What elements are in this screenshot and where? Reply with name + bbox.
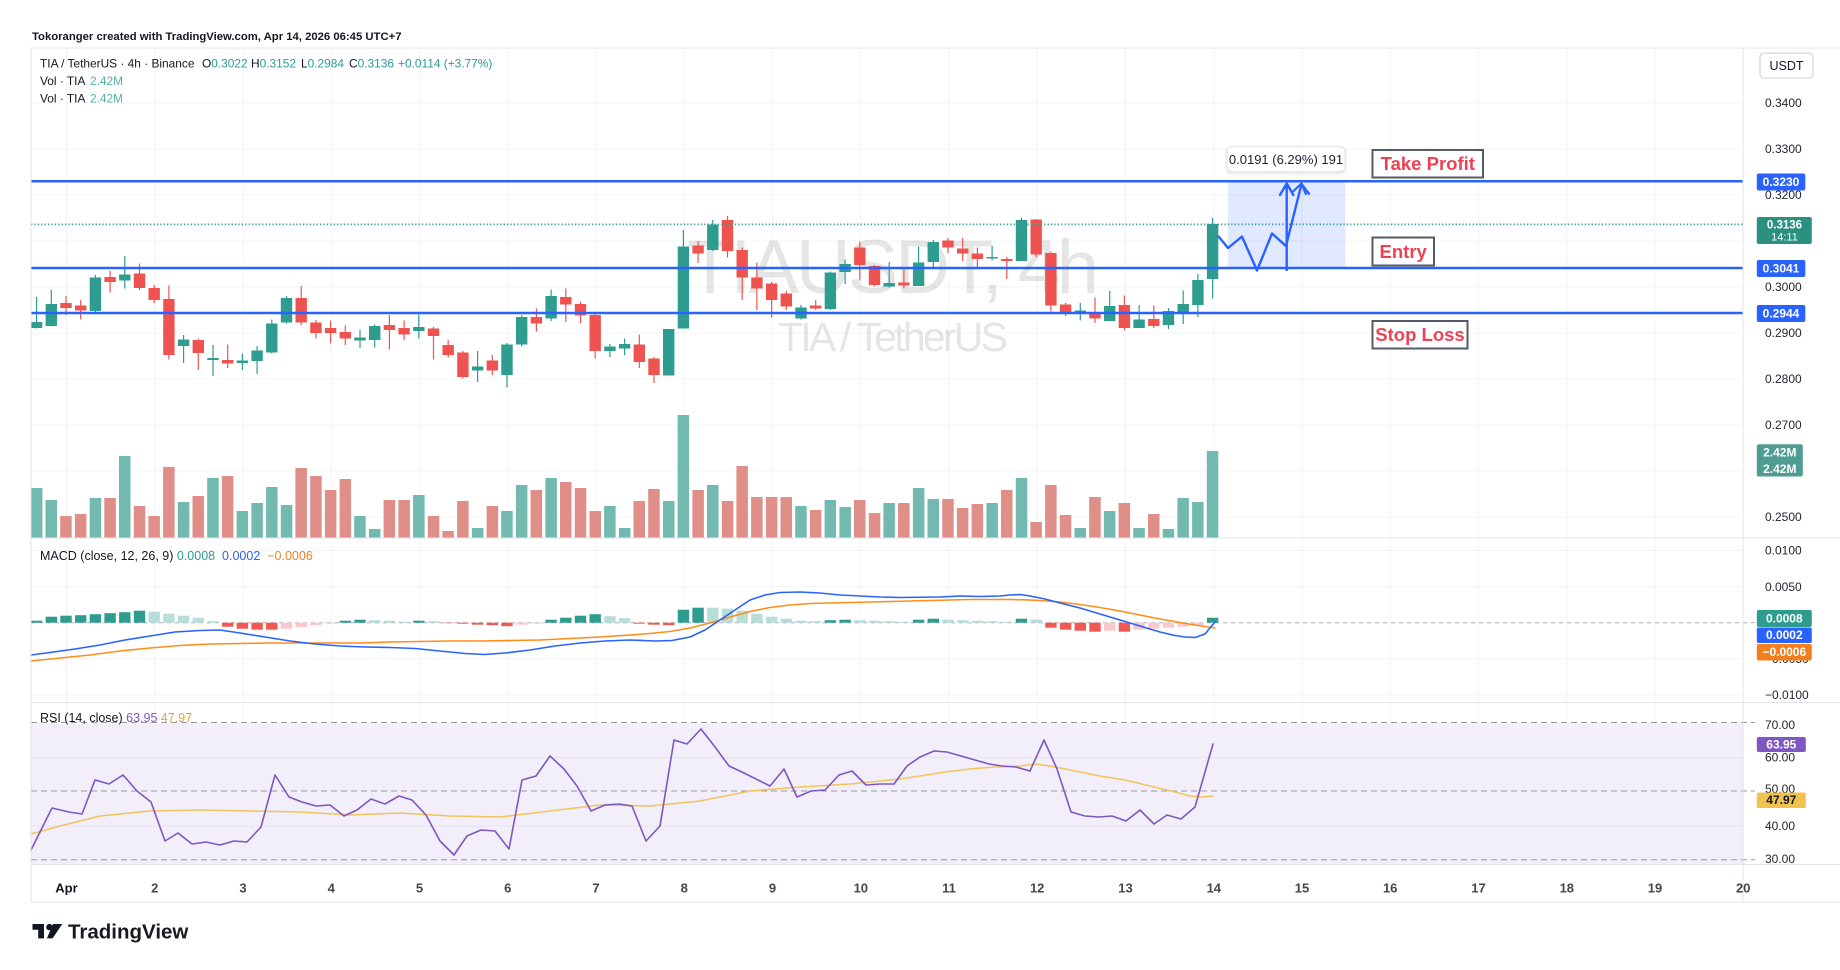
- svg-text:60.00: 60.00: [1765, 751, 1795, 765]
- svg-text:10: 10: [854, 881, 868, 896]
- svg-text:0.3300: 0.3300: [1765, 142, 1802, 156]
- svg-text:2.42M: 2.42M: [1763, 462, 1796, 476]
- svg-text:2: 2: [151, 881, 158, 896]
- svg-text:19: 19: [1648, 881, 1662, 896]
- svg-text:0.0100: 0.0100: [1765, 544, 1802, 558]
- svg-text:5: 5: [416, 881, 423, 896]
- svg-text:63.95: 63.95: [1766, 738, 1796, 752]
- svg-text:0.3200: 0.3200: [1765, 188, 1802, 202]
- svg-text:0.0050: 0.0050: [1765, 580, 1802, 594]
- svg-text:Tokoranger created with Tradin: Tokoranger created with TradingView.com,…: [32, 31, 401, 43]
- svg-text:0.2500: 0.2500: [1765, 510, 1802, 524]
- svg-text:20: 20: [1736, 881, 1750, 896]
- svg-text:0.2900: 0.2900: [1765, 326, 1802, 340]
- svg-text:TradingView: TradingView: [68, 921, 188, 944]
- svg-text:16: 16: [1383, 881, 1397, 896]
- svg-text:2.42M: 2.42M: [1763, 446, 1796, 460]
- svg-text:TIA / TetherUS: TIA / TetherUS: [778, 314, 1008, 360]
- svg-text:4: 4: [328, 881, 336, 896]
- svg-text:0.3136: 0.3136: [1767, 220, 1802, 232]
- svg-text:13: 13: [1118, 881, 1132, 896]
- svg-text:70.00: 70.00: [1765, 718, 1795, 732]
- svg-text:USDT: USDT: [1769, 59, 1803, 73]
- svg-text:0.3000: 0.3000: [1765, 280, 1802, 294]
- svg-text:40.00: 40.00: [1765, 819, 1795, 833]
- svg-text:0.3041: 0.3041: [1763, 262, 1800, 276]
- svg-text:0.2700: 0.2700: [1765, 418, 1802, 432]
- svg-text:Stop Loss: Stop Loss: [1375, 324, 1464, 345]
- svg-text:17: 17: [1471, 881, 1485, 896]
- svg-text:47.97: 47.97: [1766, 793, 1796, 807]
- svg-text:14:11: 14:11: [1771, 232, 1798, 244]
- svg-text:7: 7: [592, 881, 599, 896]
- svg-text:15: 15: [1295, 881, 1309, 896]
- svg-text:RSI (14, close) 63.95 47.97: RSI (14, close) 63.95 47.97: [40, 711, 192, 725]
- svg-text:0.3230: 0.3230: [1763, 175, 1800, 189]
- svg-text:12: 12: [1030, 881, 1044, 896]
- svg-text:Apr: Apr: [55, 881, 77, 896]
- svg-text:0.0002: 0.0002: [1766, 628, 1803, 642]
- svg-text:Take Profit: Take Profit: [1381, 153, 1475, 174]
- svg-text:11: 11: [942, 881, 956, 896]
- svg-text:0.2800: 0.2800: [1765, 372, 1802, 386]
- svg-text:18: 18: [1560, 881, 1574, 896]
- svg-text:14: 14: [1207, 881, 1222, 896]
- svg-text:Entry: Entry: [1380, 241, 1428, 262]
- svg-text:9: 9: [769, 881, 776, 896]
- svg-text:3: 3: [239, 881, 246, 896]
- svg-text:−0.0006: −0.0006: [1762, 645, 1806, 659]
- svg-text:30.00: 30.00: [1765, 852, 1795, 866]
- svg-text:0.0191 (6.29%) 191: 0.0191 (6.29%) 191: [1229, 152, 1343, 167]
- svg-text:8: 8: [681, 881, 688, 896]
- svg-text:6: 6: [504, 881, 511, 896]
- svg-text:−0.0100: −0.0100: [1765, 688, 1809, 702]
- svg-text:0.0008: 0.0008: [1766, 612, 1803, 626]
- svg-text:0.3400: 0.3400: [1765, 96, 1802, 110]
- svg-text:0.2944: 0.2944: [1763, 307, 1800, 321]
- svg-text:MACD (close, 12, 26, 9) 0.0008: MACD (close, 12, 26, 9) 0.0008 0.0002 −0…: [40, 549, 313, 563]
